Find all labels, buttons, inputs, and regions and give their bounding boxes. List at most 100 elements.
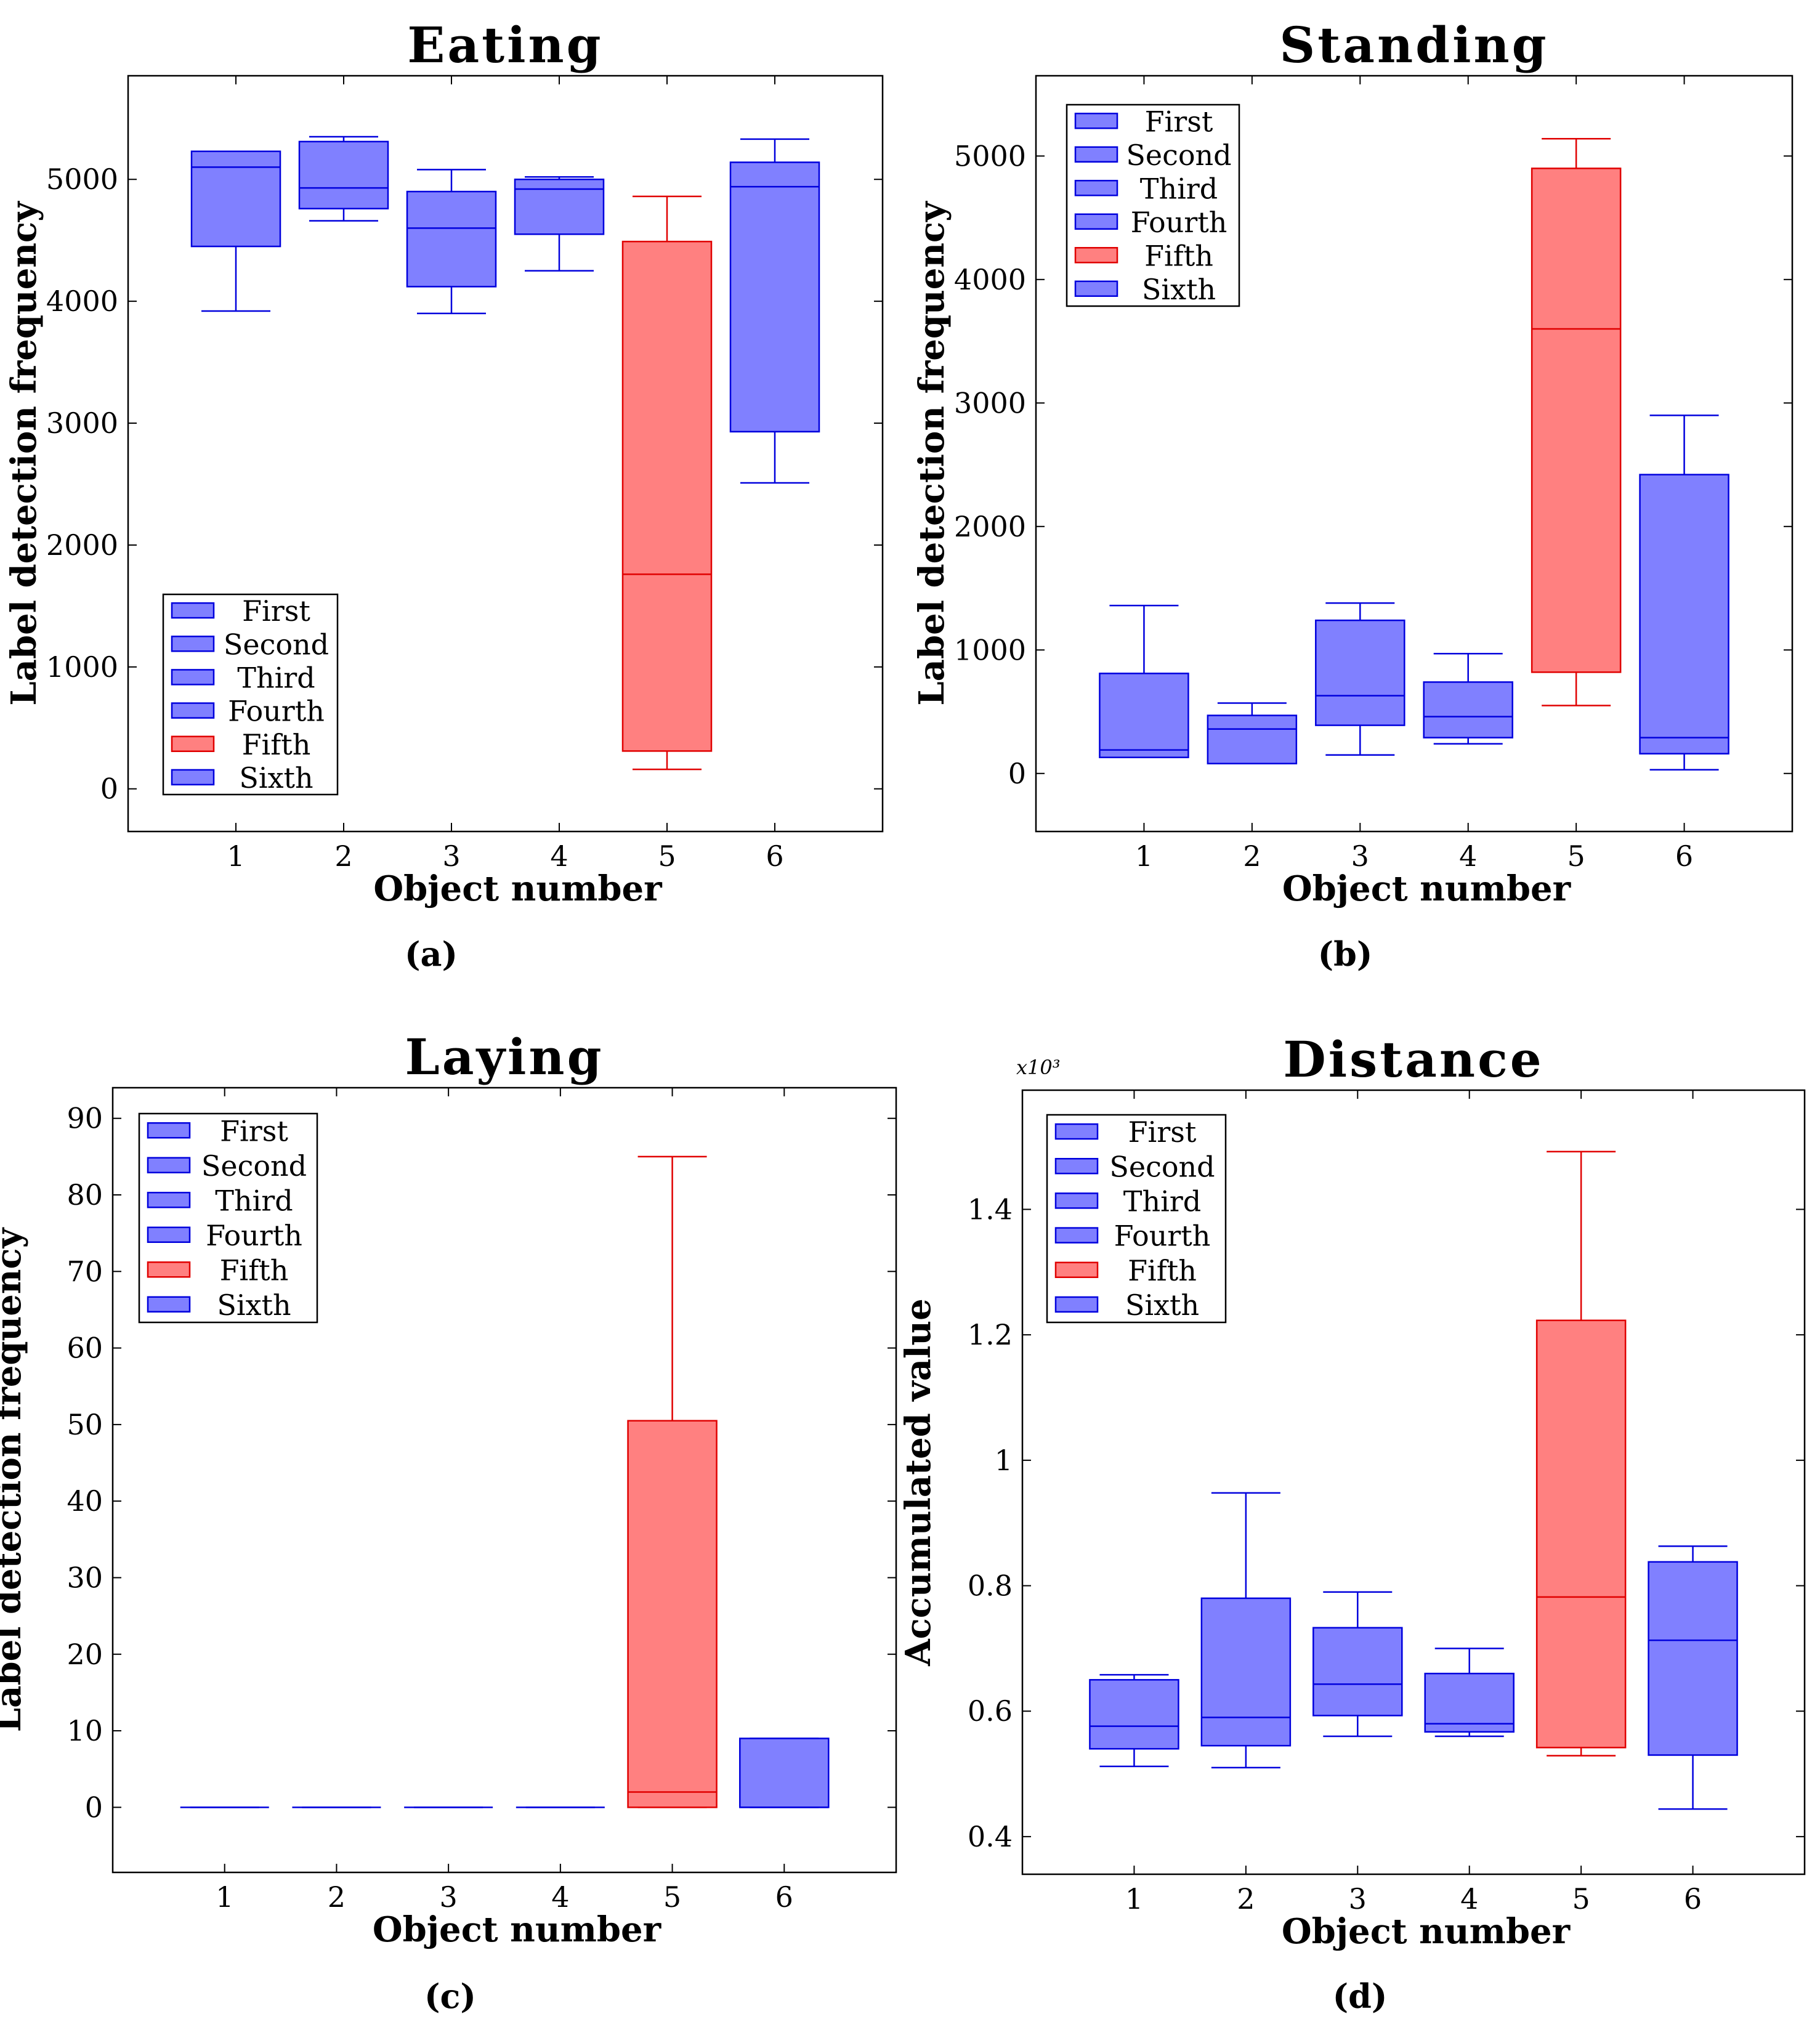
- legend-swatch-third: [171, 669, 215, 686]
- eating-ytick-label: 0: [100, 772, 118, 806]
- laying-ytick-label: 10: [67, 1714, 103, 1747]
- iqr-box: [729, 161, 820, 433]
- standing-box-6: [1639, 415, 1729, 771]
- iqr-box: [621, 240, 713, 752]
- legend-label-fifth: Fifth: [1128, 1254, 1197, 1287]
- standing-xtick-label: 5: [1567, 840, 1585, 873]
- standing-xtick-label: 1: [1135, 840, 1153, 873]
- distance-ytick-label: 0.4: [968, 1820, 1013, 1853]
- distance-xtick-label: 3: [1349, 1882, 1367, 1916]
- iqr-box: [1423, 681, 1513, 738]
- legend-label-fourth: Fourth: [1114, 1220, 1211, 1253]
- legend-swatch-first: [1074, 113, 1118, 129]
- iqr-box: [1099, 673, 1189, 758]
- distance-ytick-label: 0.8: [968, 1569, 1013, 1603]
- legend-label-third: Third: [1140, 172, 1218, 205]
- eating-chart-title: Eating: [407, 16, 603, 74]
- distance-xtick-label: 5: [1572, 1882, 1590, 1916]
- iqr-box: [1315, 619, 1405, 726]
- distance-xtick-label: 1: [1125, 1882, 1143, 1916]
- laying-ytick-label: 90: [67, 1102, 103, 1135]
- legend-label-first: First: [242, 594, 310, 628]
- distance-box-3: [1312, 1591, 1403, 1738]
- caption-a: (a): [405, 934, 458, 974]
- distance-y-multiplier: x10³: [1016, 1056, 1061, 1079]
- legend-frame: [138, 1112, 318, 1324]
- iqr-box: [627, 1420, 718, 1808]
- eating-box-2: [298, 136, 389, 222]
- legend-swatch-sixth: [147, 1296, 191, 1313]
- standing-ytick-label: 2000: [954, 510, 1026, 543]
- iqr-box: [1207, 714, 1298, 764]
- iqr-box: [514, 178, 605, 235]
- panel-standing: Standing 0 1000 2000 3000 4000 5000 1 2 3 4 5 6 Objec…: [912, 16, 1794, 909]
- legend-swatch-sixth: [171, 769, 215, 786]
- standing-box-4: [1423, 653, 1513, 745]
- distance-box-6: [1648, 1545, 1738, 1810]
- laying-xtick-label: 4: [551, 1880, 569, 1914]
- iqr-box: [1424, 1672, 1515, 1733]
- legend-swatch-second: [1074, 146, 1118, 163]
- iqr-box: [190, 150, 281, 248]
- legend-label-second: Second: [224, 628, 329, 661]
- laying-box-5: [627, 1155, 718, 1808]
- legend-swatch-fourth: [171, 702, 215, 719]
- legend-swatch-first: [1054, 1123, 1099, 1140]
- legend-label-fifth: Fifth: [220, 1253, 289, 1287]
- legend-swatch-second: [171, 636, 215, 652]
- laying-ytick-label: 0: [85, 1790, 103, 1824]
- standing-box-1: [1099, 604, 1189, 758]
- legend-swatch-third: [1054, 1192, 1099, 1209]
- laying-ytick-label: 30: [67, 1561, 103, 1594]
- standing-box-5: [1531, 138, 1622, 706]
- distance-xtick-label: 6: [1684, 1882, 1702, 1916]
- panel-distance: Distance 0.4 0.6 0.8 1 1.2 1.4 1 2 3 4 5 6 Object num…: [898, 1030, 1806, 1952]
- distance-ytick-label: 1.2: [968, 1318, 1013, 1351]
- laying-xtick-label: 5: [663, 1880, 681, 1914]
- eating-box-4: [514, 176, 605, 272]
- legend-frame: [162, 593, 339, 796]
- legend-swatch-fourth: [147, 1226, 191, 1243]
- distance-ytick-label: 1.4: [968, 1192, 1013, 1226]
- eating-xtick-label: 3: [442, 840, 460, 873]
- laying-box-6: [739, 1738, 830, 1808]
- iqr-box: [1200, 1597, 1292, 1747]
- eating-ytick-label: 3000: [46, 407, 118, 440]
- eating-xtick-label: 2: [334, 840, 352, 873]
- standing-xtick-label: 3: [1351, 840, 1369, 873]
- standing-y-axis-label: Label detection frequency: [912, 201, 952, 706]
- panel-eating: Eating 0 1000 2000 3000 4000 5000 1 2 3 4 5 6 Object …: [4, 16, 884, 909]
- distance-x-axis-label: Object number: [1282, 1911, 1571, 1952]
- standing-xtick-label: 2: [1243, 840, 1261, 873]
- eating-ytick-label: 1000: [46, 650, 118, 684]
- distance-box-2: [1200, 1492, 1292, 1769]
- legend-label-first: First: [220, 1114, 288, 1147]
- distance-xtick-label: 4: [1460, 1882, 1478, 1916]
- legend-swatch-third: [147, 1192, 191, 1208]
- laying-x-axis-label: Object number: [373, 1909, 662, 1950]
- legend-swatch-fourth: [1054, 1227, 1099, 1244]
- laying-ytick-label: 50: [67, 1408, 103, 1441]
- legend-label-second: Second: [1109, 1150, 1215, 1183]
- standing-xtick-label: 6: [1675, 840, 1693, 873]
- legend-swatch-fifth: [171, 735, 215, 752]
- laying-ytick-label: 60: [67, 1332, 103, 1365]
- standing-ytick-label: 3000: [954, 386, 1026, 419]
- legend-label-second: Second: [201, 1149, 307, 1183]
- iqr-box: [1312, 1627, 1403, 1717]
- laying-xtick-label: 1: [216, 1880, 233, 1914]
- legend-label-fifth: Fifth: [1144, 239, 1213, 272]
- panel-laying: Laying 0 10 20 30 40 50 60 70 80 90 1 2 3 4 5 6 Object nu…: [0, 1028, 897, 1950]
- legend-swatch-second: [1054, 1158, 1099, 1175]
- legend-label-sixth: Sixth: [239, 761, 313, 795]
- distance-plot-frame: [1021, 1089, 1806, 1875]
- legend-swatch-fifth: [1054, 1261, 1099, 1278]
- iqr-box: [1531, 168, 1622, 673]
- legend-label-third: Third: [237, 661, 315, 694]
- standing-chart-title: Standing: [1279, 16, 1548, 74]
